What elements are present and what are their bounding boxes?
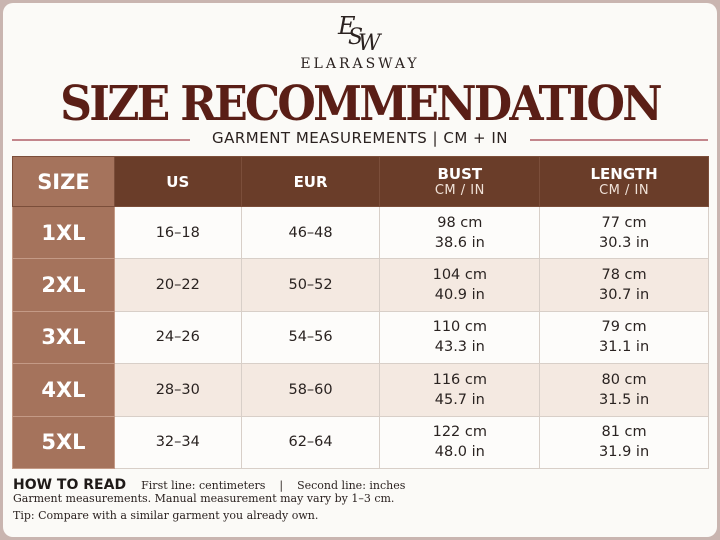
length-cm: 81 cm	[601, 424, 647, 441]
how-to-read: HOW TO READ First line: centimeters | Se…	[13, 474, 713, 493]
size-label: 3XL	[12, 310, 115, 365]
header-bust-label: BUST	[437, 165, 483, 183]
svg-text:E: E	[337, 12, 356, 40]
eur-size: 46–48	[240, 205, 381, 260]
bust-cm: 98 cm	[437, 214, 483, 231]
svg-text:S: S	[348, 25, 363, 50]
measurement-note: Garment measurements. Manual measurement…	[13, 492, 395, 505]
how-to-read-text: First line: centimeters | Second line: i…	[141, 479, 406, 492]
length-in: 30.3 in	[599, 234, 650, 251]
header-eur: EUR	[240, 156, 381, 207]
length-cm: 78 cm	[601, 267, 647, 284]
length-in: 30.7 in	[599, 287, 650, 304]
length-cell: 79 cm 31.1 in	[539, 310, 709, 365]
us-size: 32–34	[113, 415, 242, 469]
us-size: 24–26	[113, 310, 242, 365]
eur-size: 50–52	[240, 258, 381, 312]
bust-cell: 110 cm 43.3 in	[379, 310, 541, 365]
length-cell: 81 cm 31.9 in	[539, 415, 709, 469]
eur-size: 58–60	[240, 363, 381, 417]
subtitle: GARMENT MEASUREMENTS | CM + IN	[211, 129, 509, 147]
us-size: 16–18	[113, 205, 242, 260]
brand-name: ELARASWAY	[300, 56, 420, 72]
bust-cell: 98 cm 38.6 in	[379, 205, 541, 260]
bust-cm: 110 cm	[432, 319, 487, 336]
size-table: SIZE US EUR BUST CM / IN LENGTH CM / IN …	[12, 156, 709, 469]
us-size: 28–30	[113, 363, 242, 417]
size-label: 5XL	[12, 415, 115, 469]
length-in: 31.5 in	[599, 391, 650, 408]
bust-cell: 116 cm 45.7 in	[379, 363, 541, 417]
subtitle-row: GARMENT MEASUREMENTS | CM + IN	[12, 128, 708, 150]
bust-in: 38.6 in	[434, 234, 485, 251]
header-length-label: LENGTH	[590, 165, 658, 183]
header-us: US	[113, 156, 242, 207]
header-size: SIZE	[12, 156, 115, 207]
us-size: 20–22	[113, 258, 242, 312]
how-to-read-heading: HOW TO READ	[13, 477, 127, 493]
length-cell: 80 cm 31.5 in	[539, 363, 709, 417]
bust-in: 40.9 in	[434, 287, 485, 304]
header-length-unit: CM / IN	[599, 183, 650, 198]
length-cell: 78 cm 30.7 in	[539, 258, 709, 312]
length-cell: 77 cm 30.3 in	[539, 205, 709, 260]
bust-cm: 104 cm	[432, 267, 487, 284]
header-bust-unit: CM / IN	[434, 183, 485, 198]
eur-size: 54–56	[240, 310, 381, 365]
table-row: 3XL 24–26 54–56 110 cm 43.3 in 79 cm 31.1 …	[12, 310, 709, 365]
length-in: 31.1 in	[599, 339, 650, 356]
bust-cm: 116 cm	[432, 371, 487, 388]
tip-note: Tip: Compare with a similar garment you …	[13, 509, 319, 522]
bust-in: 43.3 in	[434, 339, 485, 356]
monogram-logo-icon: E S W	[337, 12, 383, 54]
table-row: 1XL 16–18 46–48 98 cm 38.6 in 77 cm 30.3 i…	[12, 205, 709, 260]
table-row: 4XL 28–30 58–60 116 cm 45.7 in 80 cm 31.5 …	[12, 363, 709, 417]
bust-cm: 122 cm	[432, 424, 487, 441]
header-bust: BUST CM / IN	[379, 156, 541, 207]
bust-in: 45.7 in	[434, 391, 485, 408]
svg-text:W: W	[358, 31, 383, 54]
page-title: SIZE RECOMMENDATION	[60, 76, 662, 132]
bust-cell: 122 cm 48.0 in	[379, 415, 541, 469]
table-row: 2XL 20–22 50–52 104 cm 40.9 in 78 cm 30.7 …	[12, 258, 709, 312]
table-header-row: SIZE US EUR BUST CM / IN LENGTH CM / IN	[12, 156, 709, 207]
length-cm: 79 cm	[601, 319, 647, 336]
header-length: LENGTH CM / IN	[539, 156, 709, 207]
size-label: 1XL	[12, 205, 115, 260]
length-cm: 77 cm	[601, 214, 647, 231]
bust-cell: 104 cm 40.9 in	[379, 258, 541, 312]
eur-size: 62–64	[240, 415, 381, 469]
length-cm: 80 cm	[601, 371, 647, 388]
length-in: 31.9 in	[599, 444, 650, 461]
size-label: 2XL	[12, 258, 115, 312]
divider-right	[530, 139, 708, 141]
table-row: 5XL 32–34 62–64 122 cm 48.0 in 81 cm 31.9 …	[12, 415, 709, 469]
size-label: 4XL	[12, 363, 115, 417]
bust-in: 48.0 in	[434, 444, 485, 461]
divider-left	[12, 139, 190, 141]
